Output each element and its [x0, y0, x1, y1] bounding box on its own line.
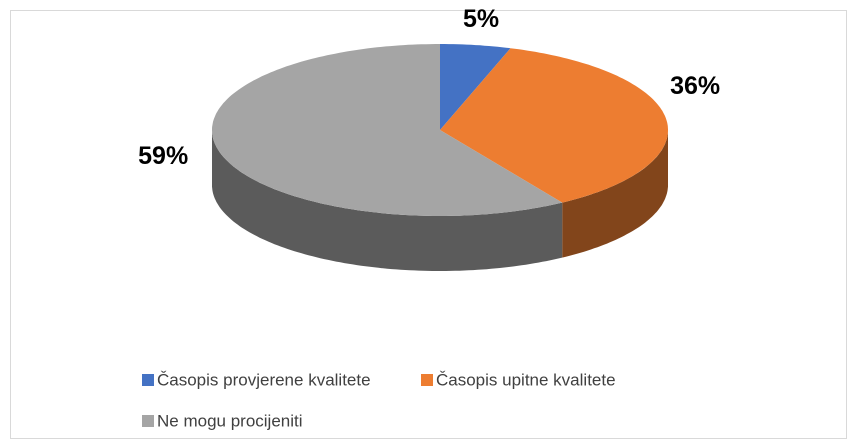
- slice: [440, 48, 668, 203]
- slice-side: [212, 130, 563, 271]
- data-label: 5%: [463, 5, 499, 33]
- slice: [212, 44, 563, 216]
- legend-swatch: [421, 374, 433, 386]
- pie-tops: [212, 44, 668, 216]
- data-labels: 5% 36% 59%: [138, 5, 720, 170]
- slice-side: [562, 130, 668, 258]
- legend-swatch: [142, 415, 154, 427]
- legend-label: Časopis upitne kvalitete: [436, 370, 616, 389]
- legend-label: Ne mogu procijeniti: [157, 411, 303, 430]
- data-label: 59%: [138, 142, 188, 170]
- pie-sides: [212, 130, 668, 271]
- legend-swatch: [142, 374, 154, 386]
- data-label: 36%: [670, 72, 720, 100]
- legend-label: Časopis provjerene kvalitete: [157, 370, 371, 389]
- legend: Časopis provjerene kvalitete Časopis upit…: [142, 370, 616, 430]
- slice: [440, 44, 511, 130]
